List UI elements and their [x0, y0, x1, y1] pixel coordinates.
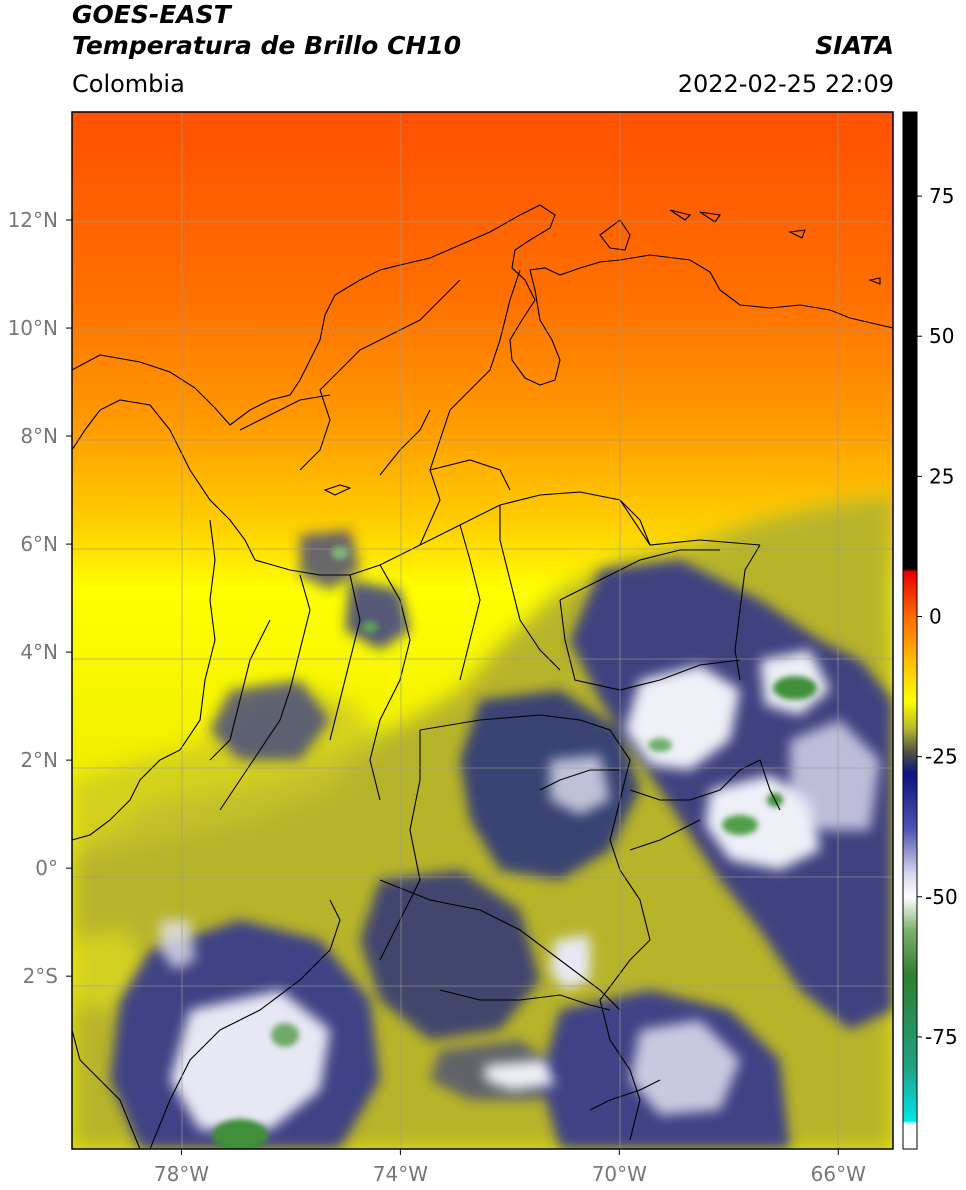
lat-tick-label: 12°N [8, 208, 58, 232]
lat-tick-label: 10°N [8, 316, 58, 340]
colorbar-tick-label: 25 [929, 464, 954, 488]
lat-tick-label: 2°S [23, 964, 58, 988]
colorbar-gradient [902, 111, 918, 1150]
latitude-axis: 12°N 10°N 8°N 6°N 4°N 2°N 0° 2°S [8, 208, 72, 988]
lat-tick-label: 6°N [20, 532, 58, 556]
region-label: Colombia [72, 70, 185, 98]
colorbar-tick-label: 50 [929, 324, 954, 348]
green-cold-cores [212, 546, 817, 1149]
lon-tick-label: 70°W [592, 1162, 647, 1186]
satellite-title: GOES-EAST [72, 0, 231, 29]
lat-tick-label: 2°N [20, 748, 58, 772]
lon-tick-label: 66°W [811, 1162, 866, 1186]
lon-tick-label: 74°W [373, 1162, 428, 1186]
graticule [72, 112, 893, 1149]
lat-tick-label: 4°N [20, 640, 58, 664]
colorbar-tick-label: -75 [925, 1025, 958, 1049]
map-frame [71, 111, 894, 1150]
title-block: GOES-EAST Temperatura de Brillo CH10 Col… [72, 0, 894, 105]
lat-tick-label: 8°N [20, 424, 58, 448]
colorbar-tick-label: -50 [925, 885, 958, 909]
datetime-label: 2022-02-25 22:09 [677, 70, 894, 98]
colorbar-tick-label: 0 [929, 604, 942, 628]
colorbar: 75 50 25 0 -25 -50 -75 [902, 111, 958, 1150]
lon-tick-label: 78°W [154, 1162, 209, 1186]
longitude-axis: 78°W 74°W 70°W 66°W [154, 1149, 866, 1186]
lat-tick-label: 0° [35, 856, 58, 880]
map-panel [72, 112, 893, 1149]
colorbar-tick-label: -25 [925, 745, 958, 769]
coastlines-and-borders [72, 204, 893, 1149]
source-label: SIATA [815, 31, 894, 60]
colorbar-tick-label: 75 [929, 184, 954, 208]
product-title: Temperatura de Brillo CH10 [72, 31, 462, 60]
